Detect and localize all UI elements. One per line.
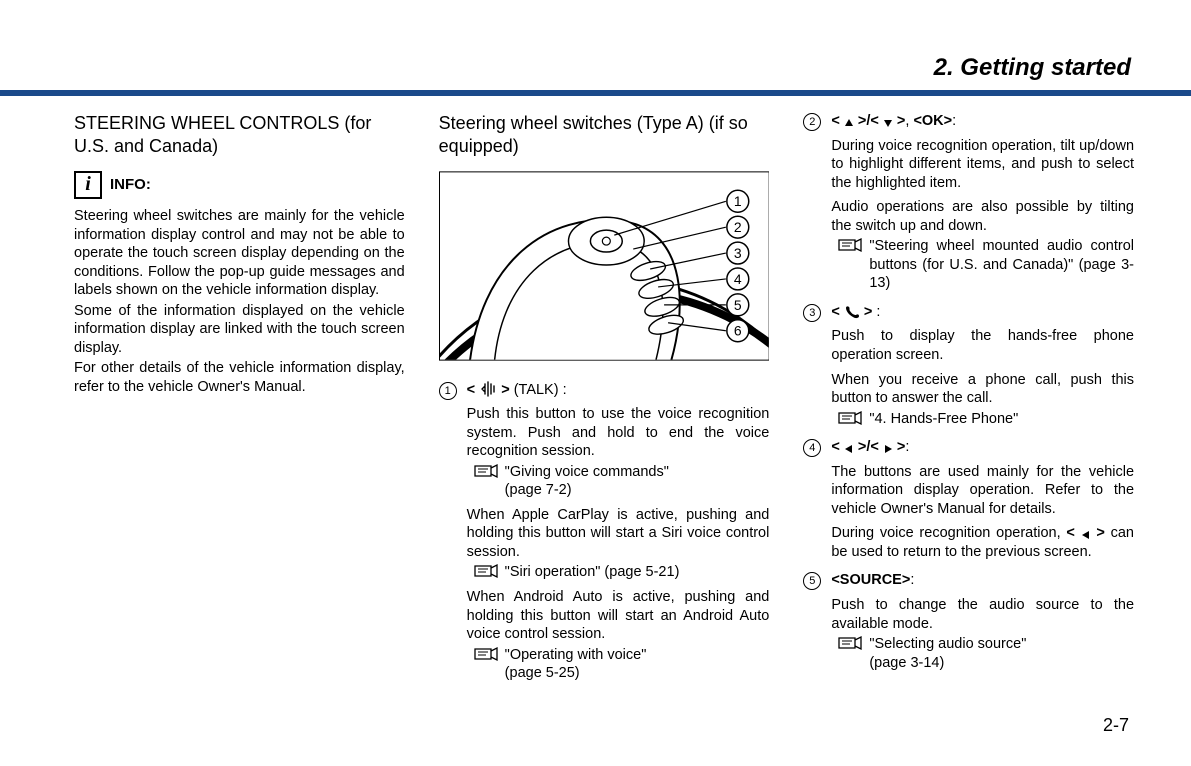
item-heading: < > (TALK) : bbox=[467, 381, 770, 400]
phone-icon bbox=[844, 305, 860, 319]
list-item-4: 4 < >/< >: The buttons are used mainly f… bbox=[803, 438, 1134, 563]
up-triangle-icon bbox=[844, 118, 854, 128]
svg-text:5: 5 bbox=[734, 297, 742, 313]
item-heading: < >/< >, <OK>: bbox=[831, 112, 1134, 131]
section-heading: STEERING WHEEL CONTROLS (for U.S. and Ca… bbox=[74, 112, 405, 157]
item-heading: < >/< >: bbox=[831, 438, 1134, 457]
cross-reference: "Siri operation" (page 5-21) bbox=[467, 563, 770, 582]
paragraph: The buttons are used mainly for the vehi… bbox=[831, 463, 1134, 519]
cross-reference: "Operating with voice"(page 5-25) bbox=[467, 646, 770, 683]
info-callout: i INFO: bbox=[74, 171, 405, 199]
list-item-2: 2 < >/< >, <OK>: During voice recognitio… bbox=[803, 112, 1134, 295]
paragraph: When Android Auto is active, pushing and… bbox=[467, 588, 770, 644]
paragraph: Push to change the audio source to the a… bbox=[831, 596, 1134, 633]
left-triangle-icon bbox=[844, 444, 854, 454]
right-triangle-icon bbox=[883, 444, 893, 454]
paragraph: For other details of the vehicle informa… bbox=[74, 359, 405, 396]
reference-icon bbox=[837, 237, 863, 253]
down-triangle-icon bbox=[883, 118, 893, 128]
paragraph: When you receive a phone call, push this… bbox=[831, 371, 1134, 408]
column-3: 2 < >/< >, <OK>: During voice recognitio… bbox=[803, 112, 1134, 689]
reference-icon bbox=[473, 646, 499, 662]
column-1: STEERING WHEEL CONTROLS (for U.S. and Ca… bbox=[74, 112, 405, 689]
talk-icon bbox=[479, 381, 497, 397]
chapter-title: 2. Getting started bbox=[934, 54, 1131, 82]
item-number-icon: 3 bbox=[803, 304, 821, 322]
cross-reference: "4. Hands-Free Phone" bbox=[831, 410, 1134, 429]
paragraph: Push to display the hands-free phone ope… bbox=[831, 327, 1134, 364]
reference-icon bbox=[473, 463, 499, 479]
svg-text:6: 6 bbox=[734, 323, 742, 339]
info-icon: i bbox=[74, 171, 102, 199]
item-number-icon: 2 bbox=[803, 113, 821, 131]
paragraph: During voice recognition operation, < > … bbox=[831, 524, 1134, 561]
cross-reference: "Giving voice commands"(page 7-2) bbox=[467, 463, 770, 500]
steering-wheel-diagram: 1 2 3 4 5 6 bbox=[439, 171, 770, 361]
svg-text:1: 1 bbox=[734, 193, 742, 209]
item-number-icon: 1 bbox=[439, 382, 457, 400]
page-content: STEERING WHEEL CONTROLS (for U.S. and Ca… bbox=[74, 112, 1134, 689]
paragraph: Some of the information displayed on the… bbox=[74, 302, 405, 358]
list-item-3: 3 < > : Push to display the hands-free p… bbox=[803, 303, 1134, 430]
paragraph: During voice recognition operation, tilt… bbox=[831, 137, 1134, 193]
page-number: 2-7 bbox=[1103, 715, 1129, 736]
paragraph: Steering wheel switches are mainly for t… bbox=[74, 207, 405, 300]
header-rule bbox=[0, 90, 1191, 96]
item-number-icon: 5 bbox=[803, 572, 821, 590]
svg-text:4: 4 bbox=[734, 271, 742, 287]
section-heading: Steering wheel switches (Type A) (if so … bbox=[439, 112, 770, 157]
left-triangle-icon bbox=[1081, 530, 1091, 540]
item-heading: <SOURCE>: bbox=[831, 571, 1134, 590]
list-item-5: 5 <SOURCE>: Push to change the audio sou… bbox=[803, 571, 1134, 674]
info-label: INFO: bbox=[110, 175, 151, 194]
reference-icon bbox=[837, 635, 863, 651]
svg-text:2: 2 bbox=[734, 219, 742, 235]
svg-text:3: 3 bbox=[734, 245, 742, 261]
column-2: Steering wheel switches (Type A) (if so … bbox=[439, 112, 770, 689]
list-item-1: 1 < > (TALK) : Push this button to use t… bbox=[439, 381, 770, 685]
cross-reference: "Selecting audio source"(page 3-14) bbox=[831, 635, 1134, 672]
paragraph: Audio operations are also possible by ti… bbox=[831, 198, 1134, 235]
reference-icon bbox=[837, 410, 863, 426]
item-number-icon: 4 bbox=[803, 439, 821, 457]
item-heading: < > : bbox=[831, 303, 1134, 322]
paragraph: When Apple CarPlay is active, pushing an… bbox=[467, 506, 770, 562]
paragraph: Push this button to use the voice recogn… bbox=[467, 405, 770, 461]
cross-reference: "Steering wheel mounted audio control bu… bbox=[831, 237, 1134, 293]
reference-icon bbox=[473, 563, 499, 579]
